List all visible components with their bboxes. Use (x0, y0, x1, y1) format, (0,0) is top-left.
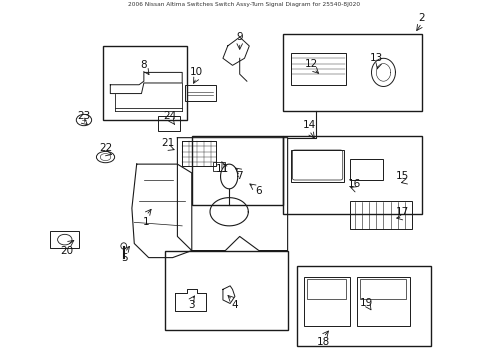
Text: 8: 8 (140, 60, 147, 70)
Text: 23: 23 (77, 112, 90, 121)
Text: 4: 4 (231, 300, 238, 310)
Bar (349, 201, 411, 229)
Text: 12: 12 (305, 59, 318, 68)
Bar (304, 277, 349, 327)
Text: 17: 17 (395, 207, 408, 217)
Text: 20: 20 (61, 246, 74, 256)
Bar (103, 46, 186, 120)
Text: 2006 Nissan Altima Switches Switch Assy-Turn Signal Diagram for 25540-8J020: 2006 Nissan Altima Switches Switch Assy-… (128, 2, 360, 7)
Text: 5: 5 (121, 253, 128, 262)
Bar (282, 33, 421, 111)
Text: 14: 14 (302, 120, 315, 130)
Text: 2: 2 (418, 13, 424, 23)
Text: 15: 15 (395, 171, 408, 181)
Text: 21: 21 (161, 138, 174, 148)
Bar (282, 136, 421, 213)
Bar (291, 150, 344, 182)
Text: 10: 10 (190, 67, 203, 77)
Text: 24: 24 (163, 112, 177, 121)
Text: 19: 19 (359, 298, 372, 309)
Bar (213, 162, 225, 171)
Bar (359, 279, 405, 299)
Bar (158, 117, 180, 131)
Bar (290, 53, 346, 85)
Bar (191, 136, 282, 205)
Text: 1: 1 (142, 217, 149, 227)
Text: 3: 3 (188, 300, 195, 310)
Bar (184, 85, 215, 100)
Text: 9: 9 (236, 32, 243, 42)
Bar (165, 251, 287, 330)
Text: 18: 18 (316, 337, 329, 347)
Text: 11: 11 (216, 165, 229, 174)
Bar (356, 277, 409, 327)
Text: 6: 6 (255, 186, 262, 195)
Text: 16: 16 (347, 179, 361, 189)
Bar (306, 279, 346, 299)
Bar (50, 231, 79, 248)
Text: 13: 13 (369, 53, 382, 63)
Bar (349, 159, 383, 180)
Text: 7: 7 (236, 171, 243, 181)
Text: 22: 22 (99, 143, 112, 153)
Bar (297, 266, 430, 346)
